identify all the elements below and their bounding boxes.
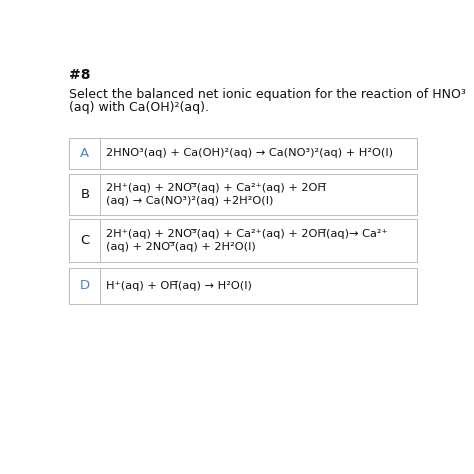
- Text: A: A: [80, 146, 90, 160]
- Text: H⁺(aq) + OH̅(aq) → H²O(l): H⁺(aq) + OH̅(aq) → H²O(l): [106, 281, 252, 291]
- Text: (aq) with Ca(OH)²(aq).: (aq) with Ca(OH)²(aq).: [69, 101, 210, 114]
- Text: (aq) + 2NO³̅(aq) + 2H²O(l): (aq) + 2NO³̅(aq) + 2H²O(l): [106, 242, 255, 252]
- Text: 2H⁺(aq) + 2NO³̅(aq) + Ca²⁺(aq) + 2OH̅: 2H⁺(aq) + 2NO³̅(aq) + Ca²⁺(aq) + 2OH̅: [106, 183, 326, 193]
- Text: 2HNO³(aq) + Ca(OH)²(aq) → Ca(NO³)²(aq) + H²O(l): 2HNO³(aq) + Ca(OH)²(aq) → Ca(NO³)²(aq) +…: [106, 148, 393, 158]
- Bar: [69, 219, 417, 262]
- Text: Select the balanced net ionic equation for the reaction of HNO³: Select the balanced net ionic equation f…: [69, 88, 466, 100]
- Text: (aq) → Ca(NO³)²(aq) +2H²O(l): (aq) → Ca(NO³)²(aq) +2H²O(l): [106, 196, 273, 206]
- Text: B: B: [80, 188, 90, 201]
- Bar: [69, 268, 417, 304]
- Bar: [69, 174, 417, 215]
- Bar: [69, 138, 417, 169]
- Text: 2H⁺(aq) + 2NO³̅(aq) + Ca²⁺(aq) + 2OH̅(aq)→ Ca²⁺: 2H⁺(aq) + 2NO³̅(aq) + Ca²⁺(aq) + 2OH̅(aq…: [106, 229, 387, 239]
- Text: C: C: [80, 234, 90, 246]
- Text: #8: #8: [69, 68, 91, 82]
- Text: D: D: [80, 280, 90, 292]
